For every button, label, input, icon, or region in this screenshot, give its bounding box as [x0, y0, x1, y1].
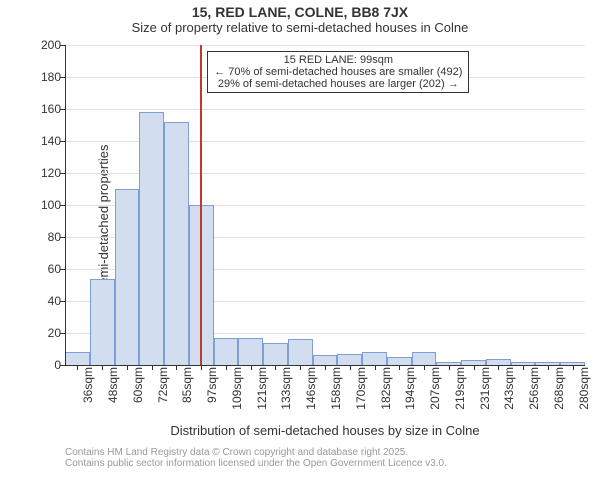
y-tick-label: 20: [4, 326, 61, 340]
x-tick-label: 133sqm: [279, 367, 293, 410]
histogram-bar: [263, 343, 288, 365]
x-tick-label: 72sqm: [156, 367, 170, 403]
histogram-bar: [362, 352, 387, 365]
histogram-bar: [139, 112, 164, 365]
x-tick-label: 60sqm: [131, 367, 145, 403]
chart-subtitle: Size of property relative to semi-detach…: [0, 20, 600, 35]
x-tick-label: 256sqm: [527, 367, 541, 410]
x-tick-label: 243sqm: [502, 367, 516, 410]
x-tick-label: 219sqm: [453, 367, 467, 410]
annotation-box: 15 RED LANE: 99sqm← 70% of semi-detached…: [207, 51, 469, 93]
grid-line: [65, 45, 585, 46]
reference-marker: [200, 45, 202, 365]
x-tick-label: 207sqm: [428, 367, 442, 410]
histogram-bar: [90, 279, 115, 365]
histogram-bar: [337, 354, 362, 365]
y-tick-label: 180: [4, 70, 61, 84]
y-tick-label: 120: [4, 166, 61, 180]
histogram-bar: [238, 338, 263, 365]
y-tick-label: 140: [4, 134, 61, 148]
y-tick-label: 80: [4, 230, 61, 244]
x-tick-label: 146sqm: [304, 367, 318, 410]
y-tick-label: 100: [4, 198, 61, 212]
x-tick-label: 158sqm: [329, 367, 343, 410]
x-tick-label: 170sqm: [354, 367, 368, 410]
histogram-bar: [65, 352, 90, 365]
histogram-bar: [115, 189, 140, 365]
grid-line: [65, 109, 585, 110]
histogram-bar: [164, 122, 189, 365]
chart-title: 15, RED LANE, COLNE, BB8 7JX: [0, 0, 600, 20]
x-tick-label: 85sqm: [180, 367, 194, 403]
plot-area: 15 RED LANE: 99sqm← 70% of semi-detached…: [65, 45, 585, 365]
credits-line-2: Contains public sector information licen…: [65, 458, 447, 469]
histogram-bar: [313, 355, 338, 365]
histogram-bar: [412, 352, 437, 365]
x-tick-label: 97sqm: [205, 367, 219, 403]
x-tick-label: 231sqm: [478, 367, 492, 410]
credits: Contains HM Land Registry data © Crown c…: [0, 447, 447, 469]
annotation-line-2: ← 70% of semi-detached houses are smalle…: [214, 66, 462, 78]
x-ticks: 36sqm 48sqm 60sqm 72sqm 85sqm 97sqm 109sqm 121s…: [65, 365, 585, 425]
annotation-line-3: 29% of semi-detached houses are larger (…: [214, 78, 462, 90]
x-tick-label: 36sqm: [81, 367, 95, 403]
histogram-bar: [214, 338, 239, 365]
x-tick-label: 182sqm: [379, 367, 393, 410]
histogram-bar: [387, 357, 412, 365]
x-tick-label: 194sqm: [403, 367, 417, 410]
y-tick-label: 0: [4, 358, 61, 372]
annotation-line-1: 15 RED LANE: 99sqm: [214, 54, 462, 66]
y-tick-label: 60: [4, 262, 61, 276]
chart-container: 15, RED LANE, COLNE, BB8 7JX Size of pro…: [0, 0, 600, 500]
y-axis: [65, 45, 66, 365]
y-tick-label: 160: [4, 102, 61, 116]
x-tick-label: 109sqm: [230, 367, 244, 410]
credits-line-1: Contains HM Land Registry data © Crown c…: [65, 447, 447, 458]
y-tick-label: 200: [4, 38, 61, 52]
y-ticks: 020406080100120140160180200: [0, 45, 65, 365]
histogram-bar: [288, 339, 313, 365]
y-tick-label: 40: [4, 294, 61, 308]
x-tick-label: 48sqm: [106, 367, 120, 403]
x-tick-label: 121sqm: [255, 367, 269, 410]
x-tick-label: 280sqm: [577, 367, 591, 410]
x-tick-label: 268sqm: [552, 367, 566, 410]
x-axis-label: Distribution of semi-detached houses by …: [65, 423, 585, 438]
